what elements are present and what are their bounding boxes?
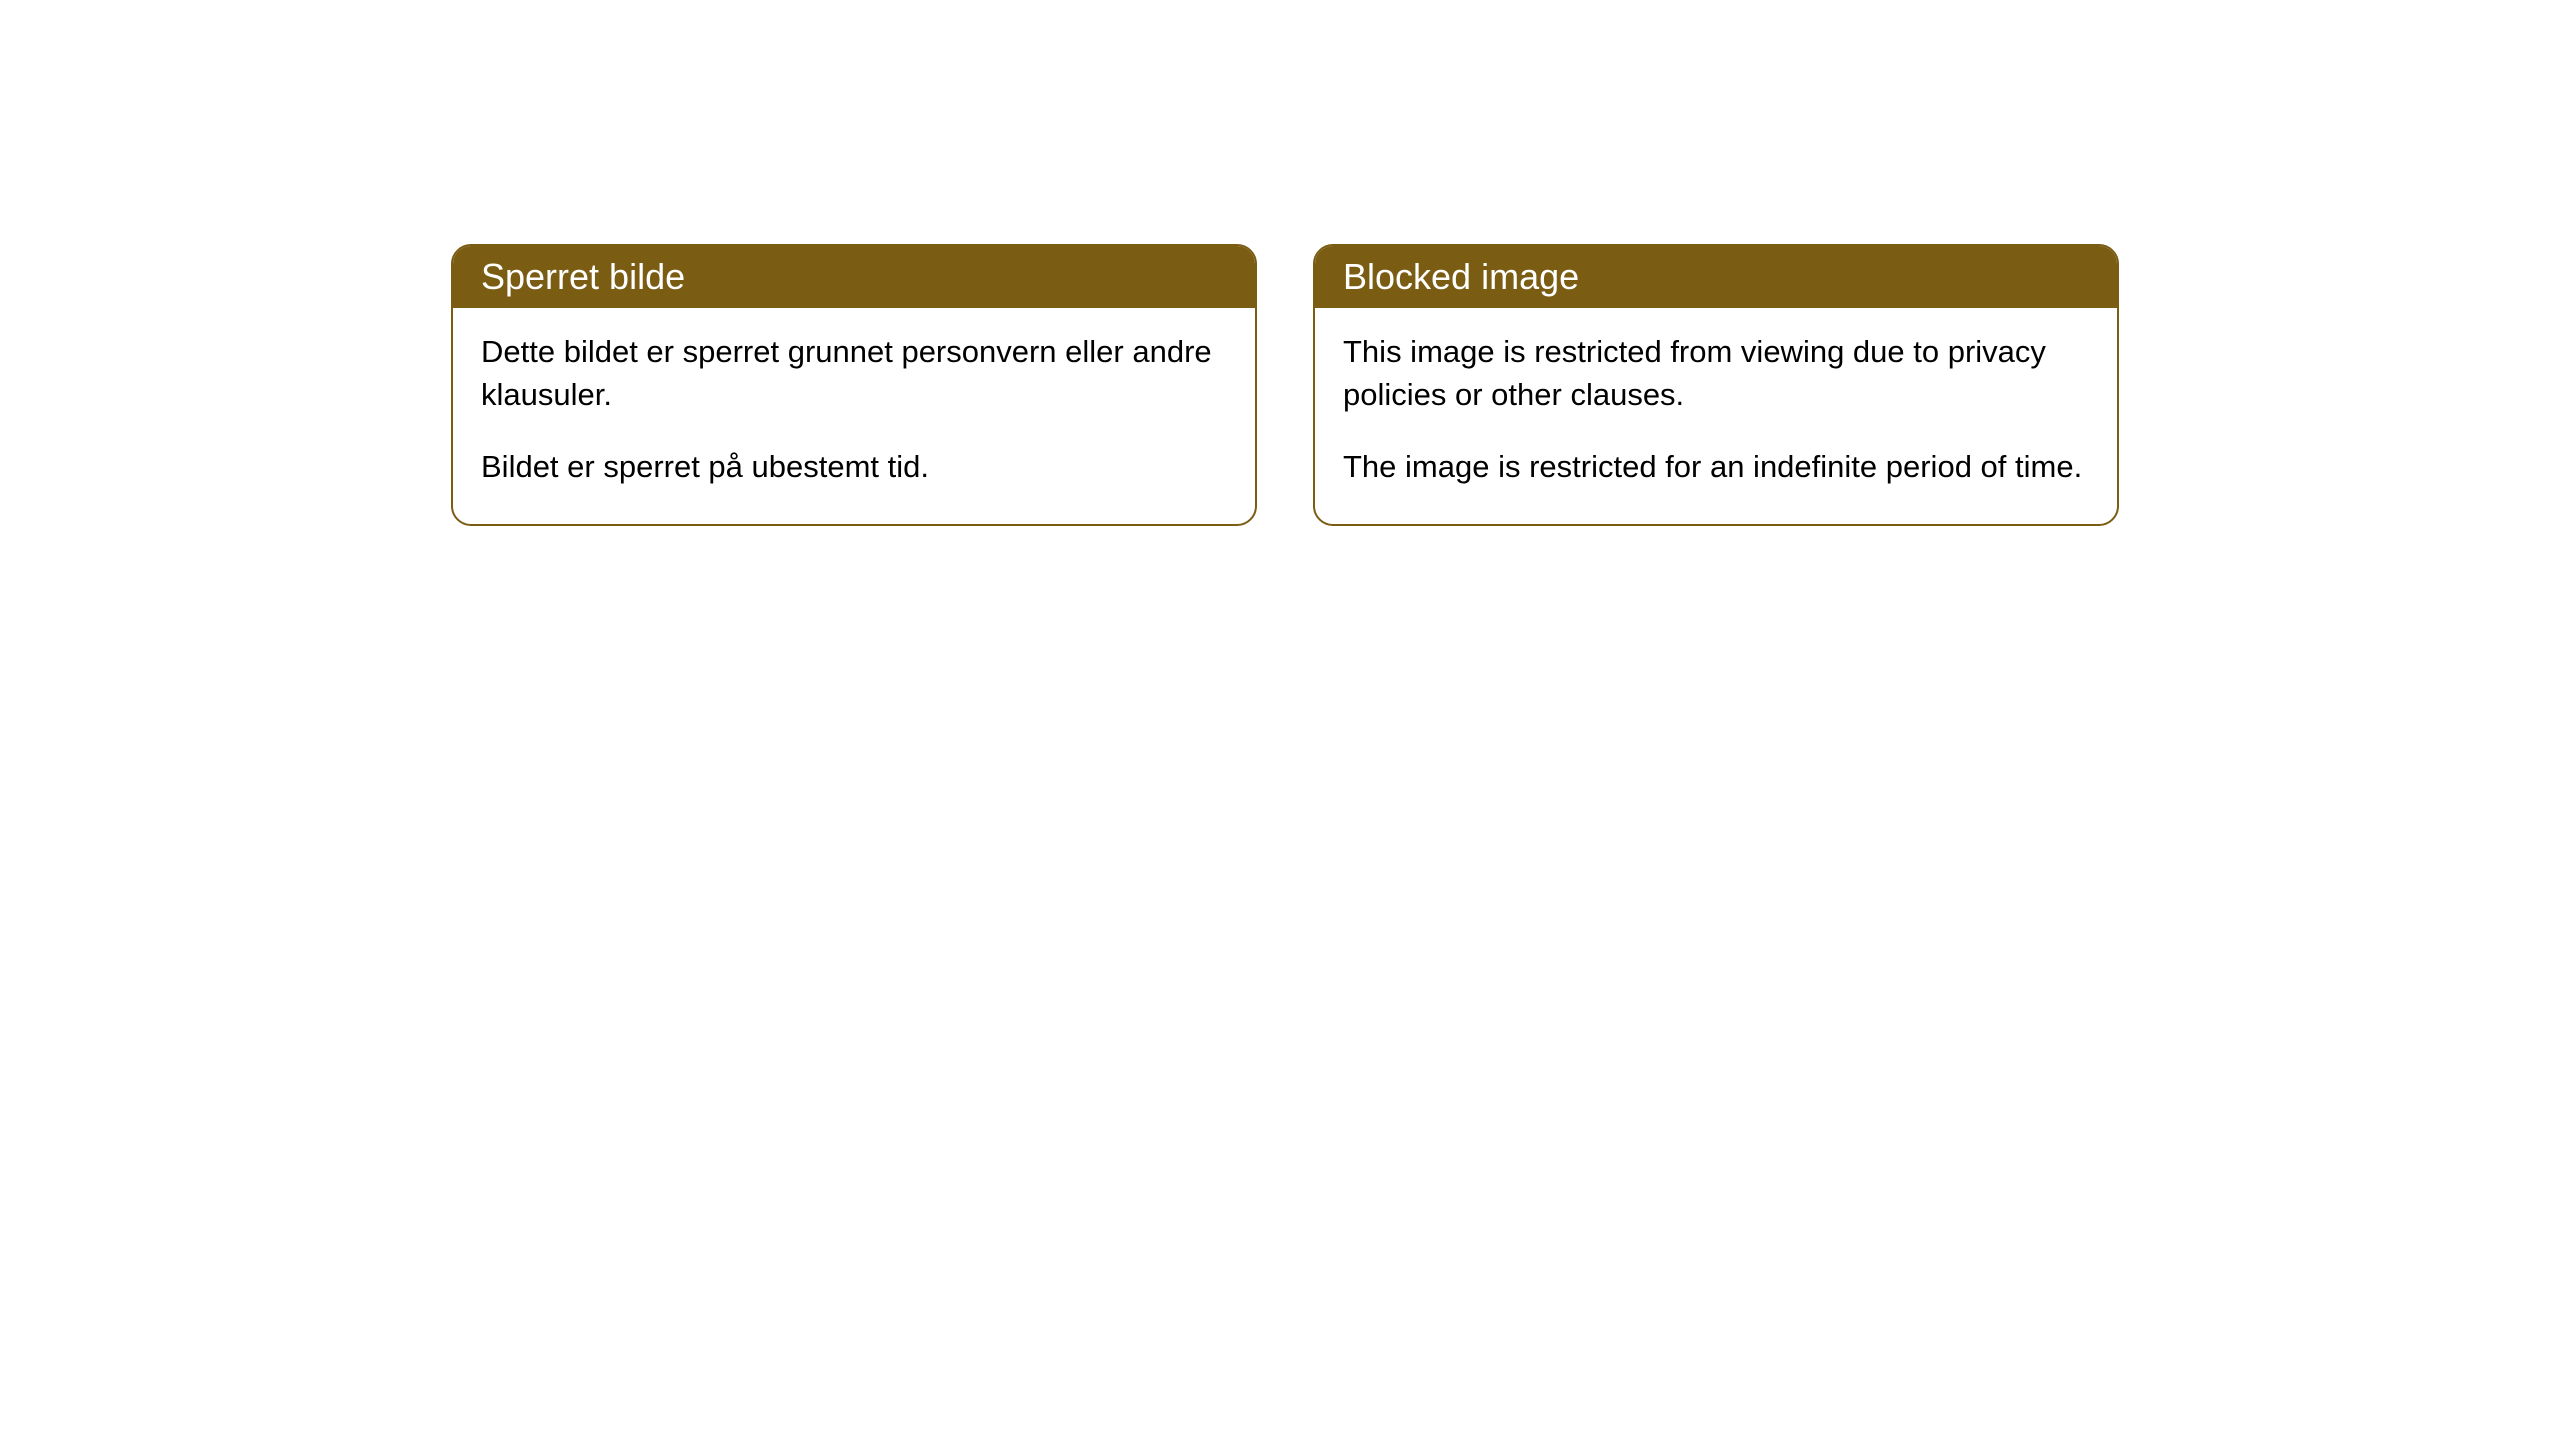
card-paragraph: Bildet er sperret på ubestemt tid. — [481, 445, 1227, 488]
blocked-image-cards-container: Sperret bilde Dette bildet er sperret gr… — [451, 244, 2119, 526]
card-paragraph: Dette bildet er sperret grunnet personve… — [481, 330, 1227, 417]
blocked-image-card-english: Blocked image This image is restricted f… — [1313, 244, 2119, 526]
card-title: Blocked image — [1343, 256, 1579, 297]
blocked-image-card-norwegian: Sperret bilde Dette bildet er sperret gr… — [451, 244, 1257, 526]
card-header: Sperret bilde — [453, 246, 1255, 308]
card-body: This image is restricted from viewing du… — [1315, 308, 2117, 524]
card-paragraph: The image is restricted for an indefinit… — [1343, 445, 2089, 488]
card-title: Sperret bilde — [481, 256, 685, 297]
card-body: Dette bildet er sperret grunnet personve… — [453, 308, 1255, 524]
card-paragraph: This image is restricted from viewing du… — [1343, 330, 2089, 417]
card-header: Blocked image — [1315, 246, 2117, 308]
